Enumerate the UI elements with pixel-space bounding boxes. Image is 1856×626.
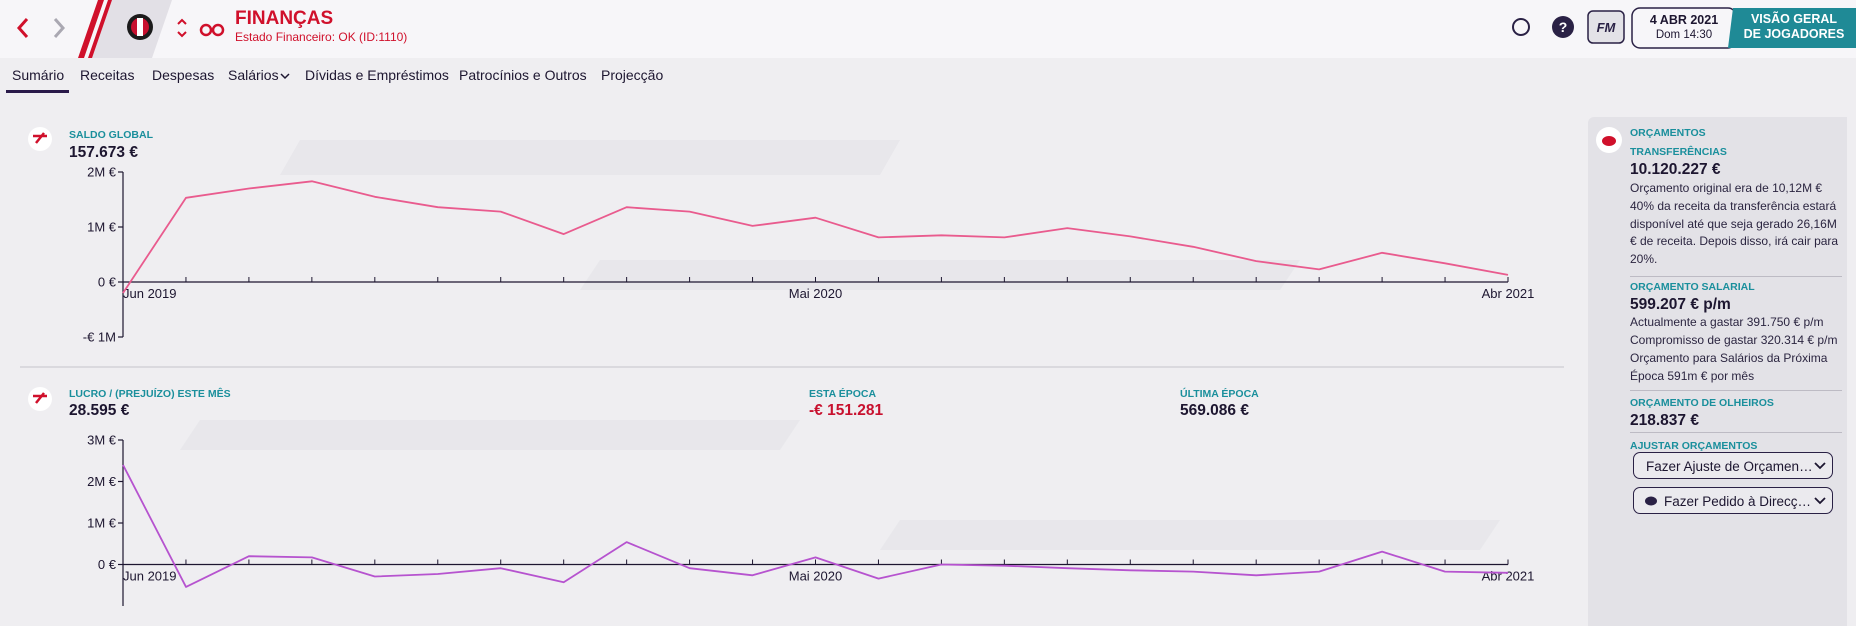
fm-button[interactable] <box>1587 10 1625 44</box>
divider <box>1630 276 1842 277</box>
fm-label: FM <box>1596 20 1616 35</box>
sort-arrows[interactable] <box>177 18 187 38</box>
stat-value: -€ 151.281 <box>809 402 884 419</box>
tab[interactable]: Patrocínios e Outros <box>459 67 587 83</box>
chart-title: SALDO GLOBAL <box>69 129 153 141</box>
page-title: FINANÇAS <box>235 8 334 29</box>
y-tick-label: 2M € <box>87 474 117 489</box>
top-bar: ? FINANÇAS Estado Financeiro: OK (ID:111… <box>0 0 1856 58</box>
scout-icon[interactable] <box>199 23 213 37</box>
club-stripe <box>78 0 104 58</box>
chart-value: 28.595 € <box>69 402 130 419</box>
board-request-button[interactable]: Fazer Pedido à Direcç… <box>1633 487 1833 514</box>
x-tick-label: Abr 2021 <box>1482 286 1535 301</box>
y-tick-label: 1M € <box>87 220 117 235</box>
budget-note: Actualmente a gastar 391.750 € p/m <box>1630 315 1824 329</box>
budget-label: ORÇAMENTO DE OLHEIROS <box>1630 397 1774 409</box>
y-tick-label: 0 € <box>98 275 117 290</box>
top-bar-icons: ? <box>16 0 1856 58</box>
adjust-label: AJUSTAR ORÇAMENTOS <box>1630 440 1758 452</box>
stat-label: ESTA ÉPOCA <box>809 388 877 400</box>
tab[interactable]: Despesas <box>152 67 215 83</box>
background-stripes <box>180 140 1500 550</box>
y-tick-label: 1M € <box>87 516 117 531</box>
divider <box>1630 432 1842 433</box>
globe-icon[interactable] <box>1512 18 1530 36</box>
svg-text:?: ? <box>1559 19 1568 35</box>
caret <box>1814 462 1826 470</box>
budget-label: ORÇAMENTO SALARIAL <box>1630 281 1755 293</box>
x-tick-label: Abr 2021 <box>1482 569 1535 584</box>
financial-status: Estado Financeiro: OK (ID:1110) <box>235 30 408 44</box>
tab[interactable]: Sumário <box>12 67 65 83</box>
forward-button[interactable] <box>53 18 66 38</box>
time: Dom 14:30 <box>1655 29 1713 41</box>
players-button-label[interactable]: VISÃO GERAL DE JOGADORES <box>1743 12 1845 41</box>
chat-icon <box>1645 496 1657 506</box>
y-tick-label: 2M € <box>87 165 117 180</box>
sidebar-title: ORÇAMENTOS <box>1630 127 1706 139</box>
budget-value: 218.837 € <box>1630 412 1699 429</box>
data-line <box>122 180 1509 294</box>
x-tick-label: Mai 2020 <box>789 286 842 301</box>
budget-value: 599.207 € p/m <box>1630 296 1731 313</box>
budget-value: 10.120.227 € <box>1630 161 1721 178</box>
button-label: Fazer Ajuste de Orçamen… <box>1646 459 1813 474</box>
tab[interactable]: Receitas <box>80 67 135 83</box>
y-tick-label: 0 € <box>98 557 117 572</box>
budget-note: Orçamento para Salários da Próxima Época… <box>1630 351 1828 383</box>
date: 4 ABR 2021 <box>1649 13 1719 27</box>
budget-icon <box>1596 127 1622 153</box>
stat-value: 569.086 € <box>1180 402 1249 419</box>
x-tick-label: Jun 2019 <box>123 286 177 301</box>
budget-note: Orçamento original era de 10,12M € <box>1630 181 1823 195</box>
chart-icon-glyph <box>33 392 47 404</box>
x-tick-label: Jun 2019 <box>123 569 177 584</box>
tab[interactable]: Salários <box>228 67 279 83</box>
chart-value: 157.673 € <box>69 144 138 161</box>
chart-title: LUCRO / (PREJUÍZO) ESTE MÊS <box>69 388 231 400</box>
budget-sidebar: ORÇAMENTOS TRANSFERÊNCIAS 10.120.227 € O… <box>1588 117 1847 626</box>
adjust-budget-button[interactable]: Fazer Ajuste de Orçamen… <box>1633 452 1833 479</box>
y-tick-label: 3M € <box>87 433 117 448</box>
data-line <box>122 464 1509 588</box>
club-stripe <box>88 0 112 58</box>
players-button[interactable] <box>1728 8 1856 48</box>
active-tab-indicator <box>6 90 69 93</box>
caret <box>1814 497 1826 505</box>
help-icon[interactable] <box>1552 16 1574 38</box>
chart-icon-glyph <box>33 132 47 144</box>
budget-note: 40% da receita da transferência estará d… <box>1630 199 1839 267</box>
divider <box>1630 390 1842 391</box>
budget-label: TRANSFERÊNCIAS <box>1630 146 1727 158</box>
tab-caret <box>280 73 290 80</box>
x-tick-label: Mai 2020 <box>789 569 842 584</box>
stat-label: ÚLTIMA ÉPOCA <box>1180 388 1259 400</box>
y-tick-label: -€ 1M <box>83 330 116 345</box>
tab[interactable]: Dívidas e Empréstimos <box>305 67 449 83</box>
tab[interactable]: Projecção <box>601 67 664 83</box>
button-label: Fazer Pedido à Direcç… <box>1664 494 1812 509</box>
budget-note: Compromisso de gastar 320.314 € p/m <box>1630 333 1838 347</box>
back-button[interactable] <box>16 18 29 38</box>
